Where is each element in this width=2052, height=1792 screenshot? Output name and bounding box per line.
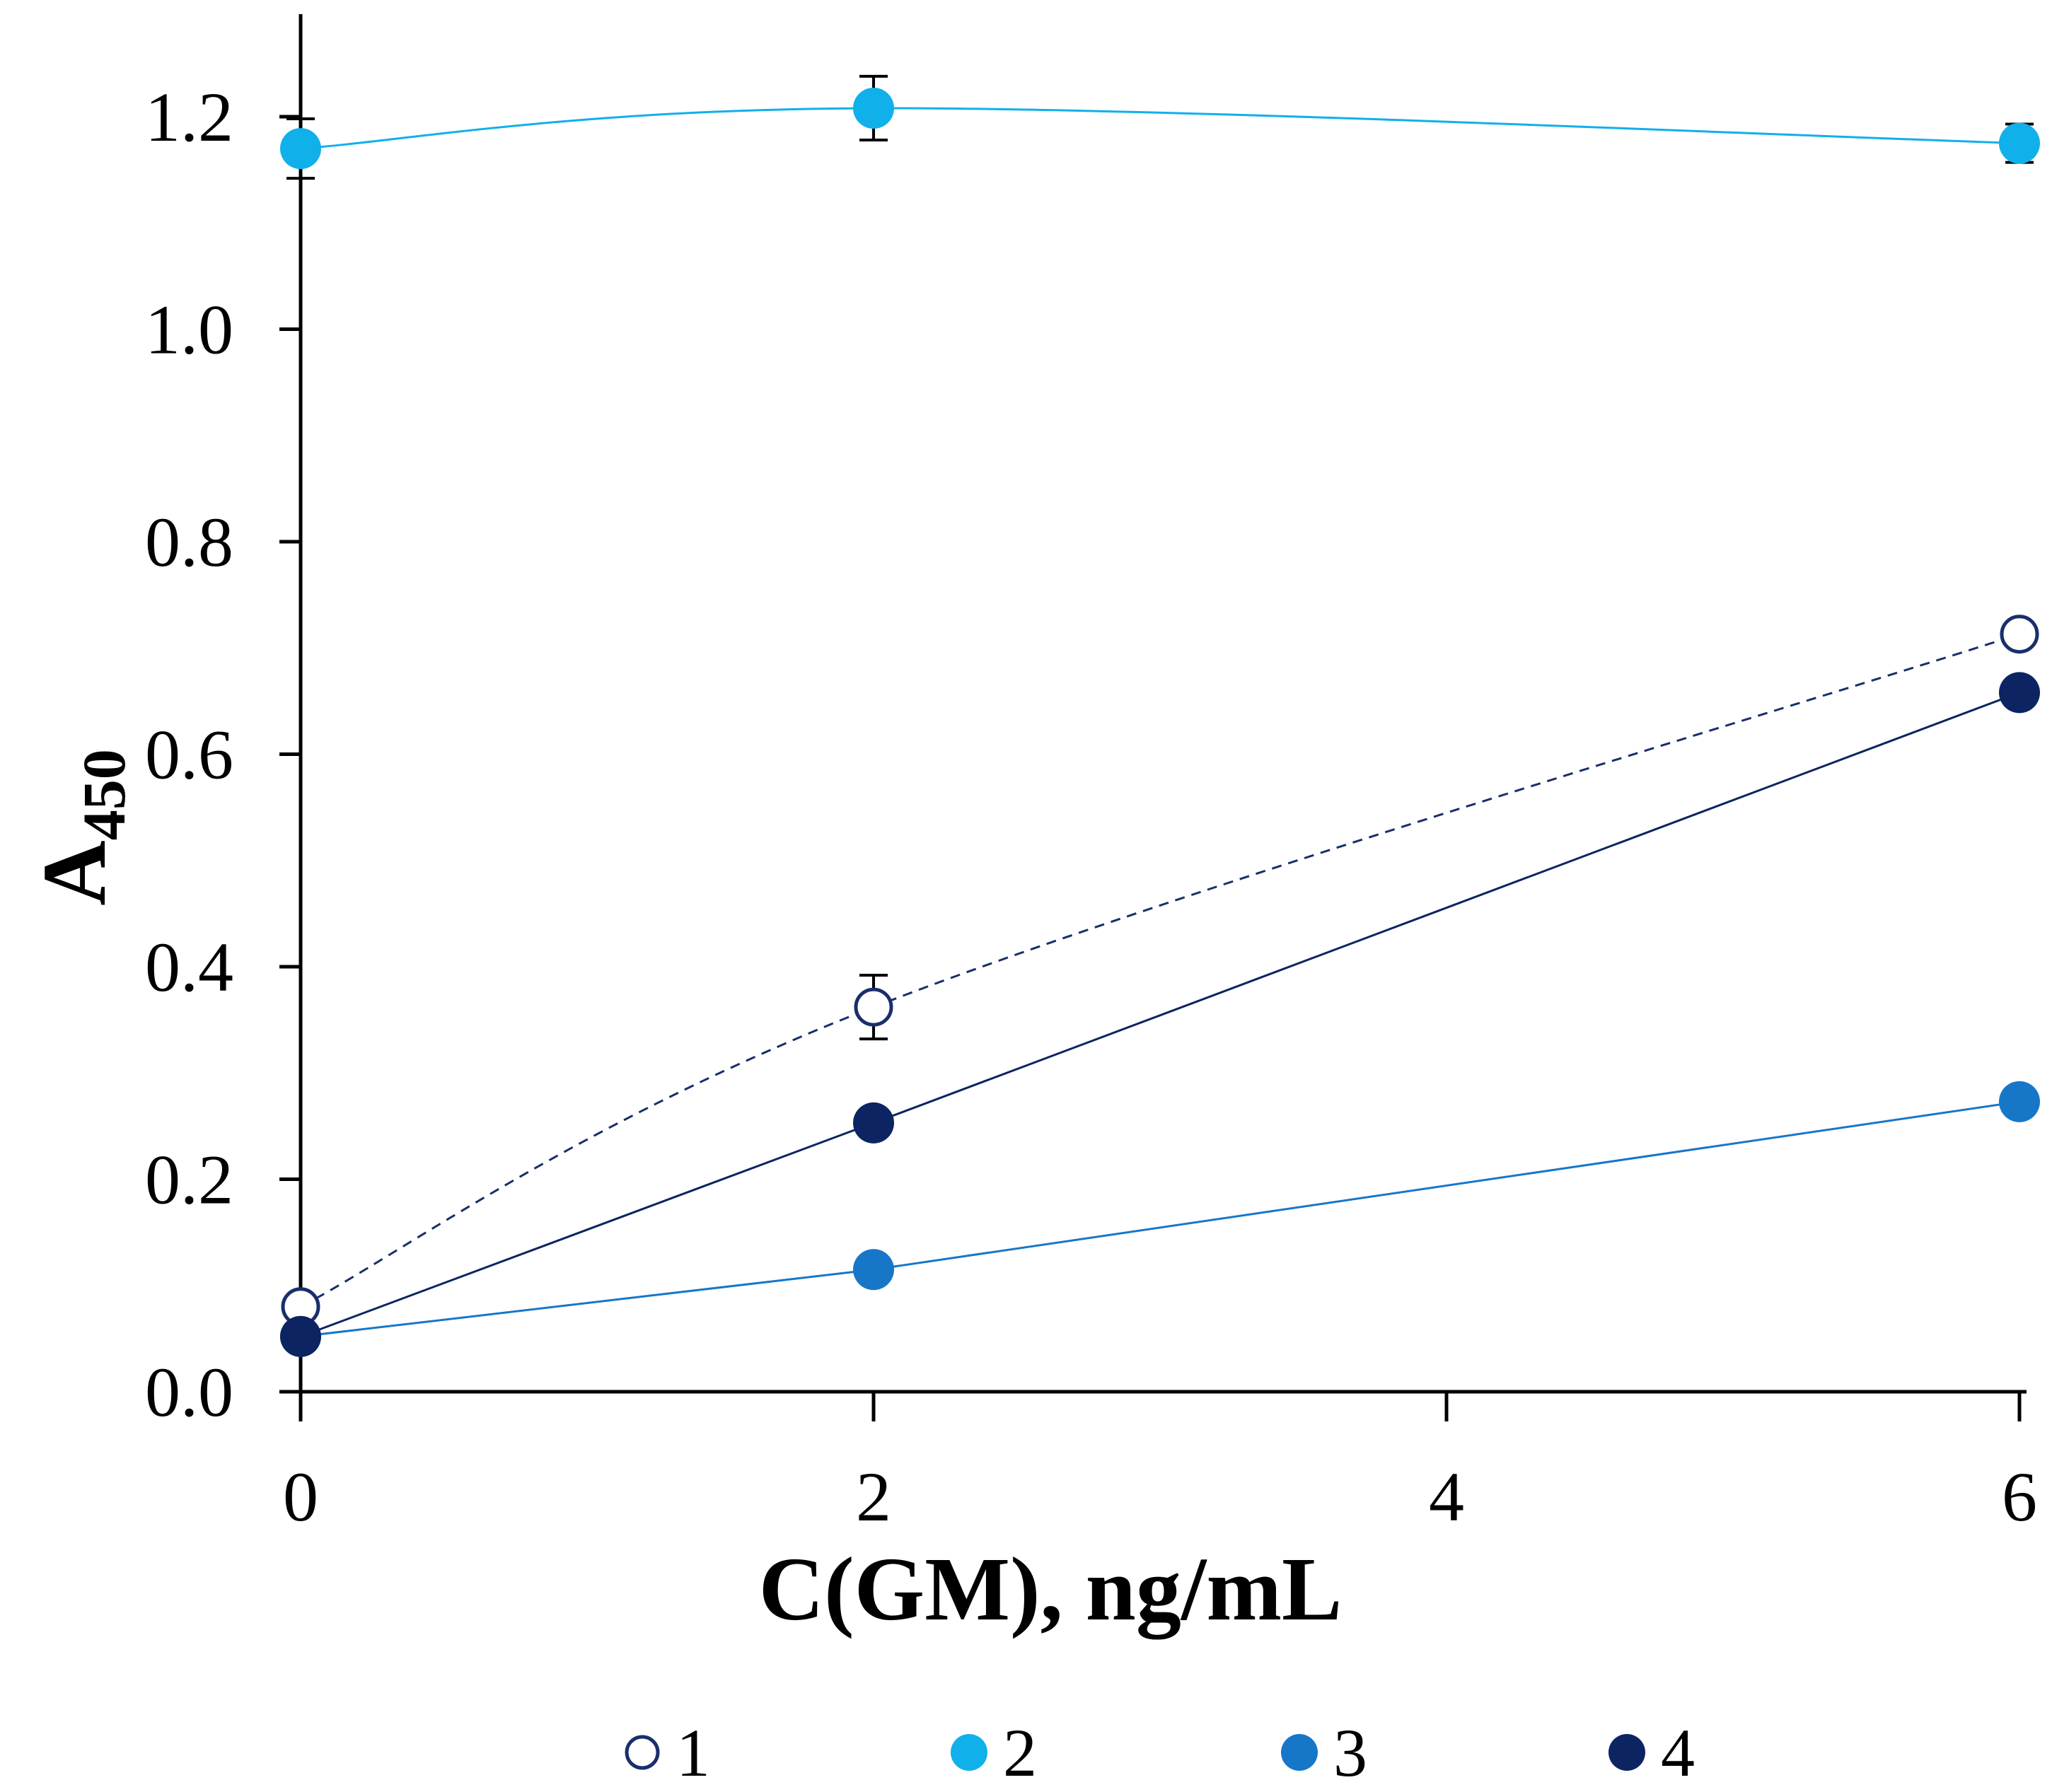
error-bars (286, 74, 2034, 1041)
x-axis-title: C(GM), ng/mL (759, 1539, 1343, 1639)
legend-label-1: 1 (676, 1715, 710, 1791)
x-tick-label: 4 (1429, 1458, 1464, 1536)
legend: 1 2 3 4 (625, 1715, 1695, 1791)
y-tick-label: 1.2 (145, 78, 233, 156)
data-point-series-1 (854, 987, 893, 1027)
y-axis-title-main: A (24, 840, 124, 905)
legend-marker-4 (1608, 1734, 1645, 1771)
legend-label-3: 3 (1333, 1715, 1367, 1791)
x-ticks: 0 2 4 6 (283, 1392, 2037, 1536)
svg-text:A450: A450 (24, 749, 138, 905)
data-point-series-3 (1999, 1081, 2040, 1122)
y-tick-label: 0.4 (145, 928, 233, 1006)
legend-marker-1 (625, 1735, 660, 1770)
data-point-series-1 (2000, 615, 2039, 654)
y-tick-label: 0.0 (145, 1353, 233, 1431)
legend-marker-2 (951, 1734, 987, 1771)
y-tick-label: 1.0 (145, 291, 233, 369)
y-axis-title: A450 (24, 749, 138, 905)
x-tick-label: 0 (283, 1458, 318, 1536)
series-line-2 (300, 107, 2020, 150)
legend-label-2: 2 (1003, 1715, 1037, 1791)
y-tick-label: 0.6 (145, 716, 233, 794)
data-point-series-4 (1999, 672, 2040, 714)
data-point-series-2 (280, 128, 321, 170)
legend-label-4: 4 (1661, 1715, 1695, 1791)
series-points (280, 87, 2040, 1357)
y-axis-title-subscript: 450 (70, 749, 138, 840)
axes (279, 14, 2027, 1421)
y-ticks: 0.0 0.2 0.4 0.6 0.8 1.0 1.2 (145, 78, 301, 1431)
y-tick-label: 0.8 (145, 503, 233, 581)
data-point-series-4 (853, 1102, 894, 1144)
legend-marker-3 (1281, 1734, 1318, 1771)
series-lines (300, 107, 2020, 1338)
series-line-1 (300, 633, 2020, 1308)
data-point-series-4 (280, 1315, 321, 1357)
series-line-3 (300, 1100, 2020, 1338)
x-tick-label: 6 (2002, 1458, 2037, 1536)
data-point-series-2 (853, 87, 894, 129)
y-tick-label: 0.2 (145, 1141, 233, 1219)
x-tick-label: 2 (856, 1458, 891, 1536)
series-line-4 (300, 691, 2020, 1338)
data-point-series-3 (853, 1249, 894, 1291)
data-point-series-2 (1999, 122, 2040, 164)
